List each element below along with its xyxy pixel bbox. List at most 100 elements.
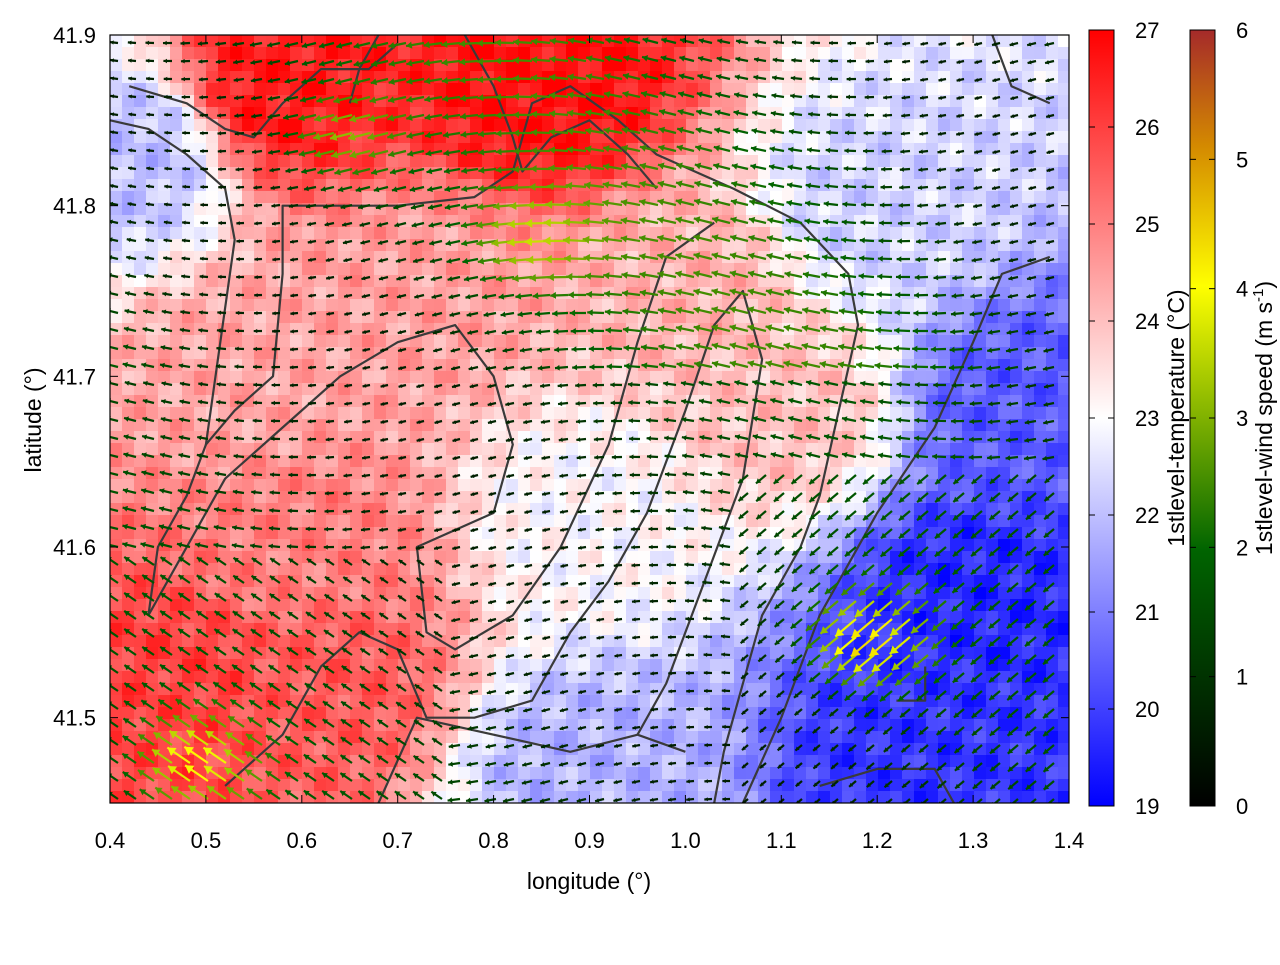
temperature-cell <box>242 215 255 228</box>
temperature-cell <box>374 119 387 132</box>
temperature-cell <box>158 611 171 624</box>
temperature-cell <box>398 371 411 384</box>
temperature-cell <box>926 155 939 168</box>
temperature-cell <box>542 503 555 516</box>
temperature-cell <box>434 83 447 96</box>
temperature-cell <box>242 191 255 204</box>
temperature-cell <box>902 35 915 48</box>
temperature-cell <box>230 515 243 528</box>
temperature-cell <box>146 515 159 528</box>
temperature-cell <box>134 287 147 300</box>
temperature-cell <box>206 311 219 324</box>
temperature-cell <box>842 191 855 204</box>
temperature-cell <box>710 623 723 636</box>
temperature-cell <box>122 479 135 492</box>
temperature-cell <box>590 647 603 660</box>
temperature-cell <box>434 743 447 756</box>
temperature-cell <box>926 503 939 516</box>
temperature-cell <box>254 515 267 528</box>
temperature-cell <box>338 611 351 624</box>
temperature-cell <box>722 83 735 96</box>
temperature-cell <box>314 719 327 732</box>
temperature-cell <box>242 479 255 492</box>
temperature-cell <box>446 587 459 600</box>
temperature-cell <box>482 695 495 708</box>
temperature-cell <box>974 143 987 156</box>
temperature-cell <box>518 371 531 384</box>
temperature-cell <box>698 767 711 780</box>
temperature-cell <box>938 359 951 372</box>
temperature-cell <box>230 599 243 612</box>
temperature-cell <box>854 263 867 276</box>
temperature-cell <box>146 443 159 456</box>
temperature-cell <box>950 119 963 132</box>
temperature-cell <box>326 263 339 276</box>
temperature-cell <box>482 227 495 240</box>
temperature-cell <box>902 359 915 372</box>
temperature-cell <box>134 479 147 492</box>
temperature-cell <box>134 707 147 720</box>
temperature-cell <box>230 83 243 96</box>
temperature-field <box>110 35 1069 803</box>
temperature-cell <box>374 479 387 492</box>
temperature-cell <box>134 563 147 576</box>
temperature-cell <box>230 443 243 456</box>
temperature-cell <box>338 659 351 672</box>
temperature-cell <box>482 659 495 672</box>
temperature-cell <box>158 383 171 396</box>
temperature-cell <box>230 179 243 192</box>
temperature-cell <box>134 347 147 360</box>
temperature-cell <box>110 383 123 396</box>
temperature-cell <box>242 119 255 132</box>
temperature-cell <box>230 635 243 648</box>
temperature-cell <box>614 659 627 672</box>
temperature-cell <box>242 635 255 648</box>
temperature-cell <box>470 767 483 780</box>
temperature-cell <box>194 767 207 780</box>
temperature-cell <box>230 719 243 732</box>
temperature-cell <box>818 755 831 768</box>
temperature-cell <box>890 47 903 60</box>
temperature-cell <box>434 671 447 684</box>
temperature-cell <box>638 551 651 564</box>
temperature-cell <box>566 335 579 348</box>
temperature-cell <box>266 767 279 780</box>
temperature-cell <box>326 287 339 300</box>
temperature-cell <box>182 431 195 444</box>
temperature-cell <box>278 611 291 624</box>
temperature-cell <box>110 275 123 288</box>
temperature-cell <box>134 527 147 540</box>
temperature-cell <box>386 191 399 204</box>
temperature-cell <box>386 587 399 600</box>
temperature-cell <box>614 443 627 456</box>
temperature-cell <box>170 203 183 216</box>
temperature-cell <box>278 743 291 756</box>
temperature-cell <box>470 335 483 348</box>
temperature-cell <box>158 59 171 72</box>
temperature-cell <box>566 443 579 456</box>
temperature-cell <box>926 71 939 84</box>
temperature-cell <box>218 431 231 444</box>
temperature-cell <box>170 191 183 204</box>
temperature-cell <box>482 263 495 276</box>
temperature-cell <box>902 263 915 276</box>
temperature-cell <box>506 83 519 96</box>
temperature-cell <box>386 551 399 564</box>
temperature-cell <box>110 455 123 468</box>
temperature-cell <box>482 539 495 552</box>
temperature-cell <box>590 431 603 444</box>
temperature-cell <box>314 347 327 360</box>
temperature-cell <box>854 719 867 732</box>
temperature-cell <box>554 335 567 348</box>
temperature-cell <box>1022 335 1035 348</box>
temperature-cell <box>938 443 951 456</box>
temperature-cell <box>314 623 327 636</box>
temperature-cell <box>242 311 255 324</box>
temperature-cell <box>542 443 555 456</box>
temperature-cell <box>530 191 543 204</box>
temperature-cell <box>194 731 207 744</box>
temperature-cell <box>146 311 159 324</box>
temperature-cell <box>422 383 435 396</box>
temperature-cell <box>206 47 219 60</box>
temperature-cell <box>782 467 795 480</box>
